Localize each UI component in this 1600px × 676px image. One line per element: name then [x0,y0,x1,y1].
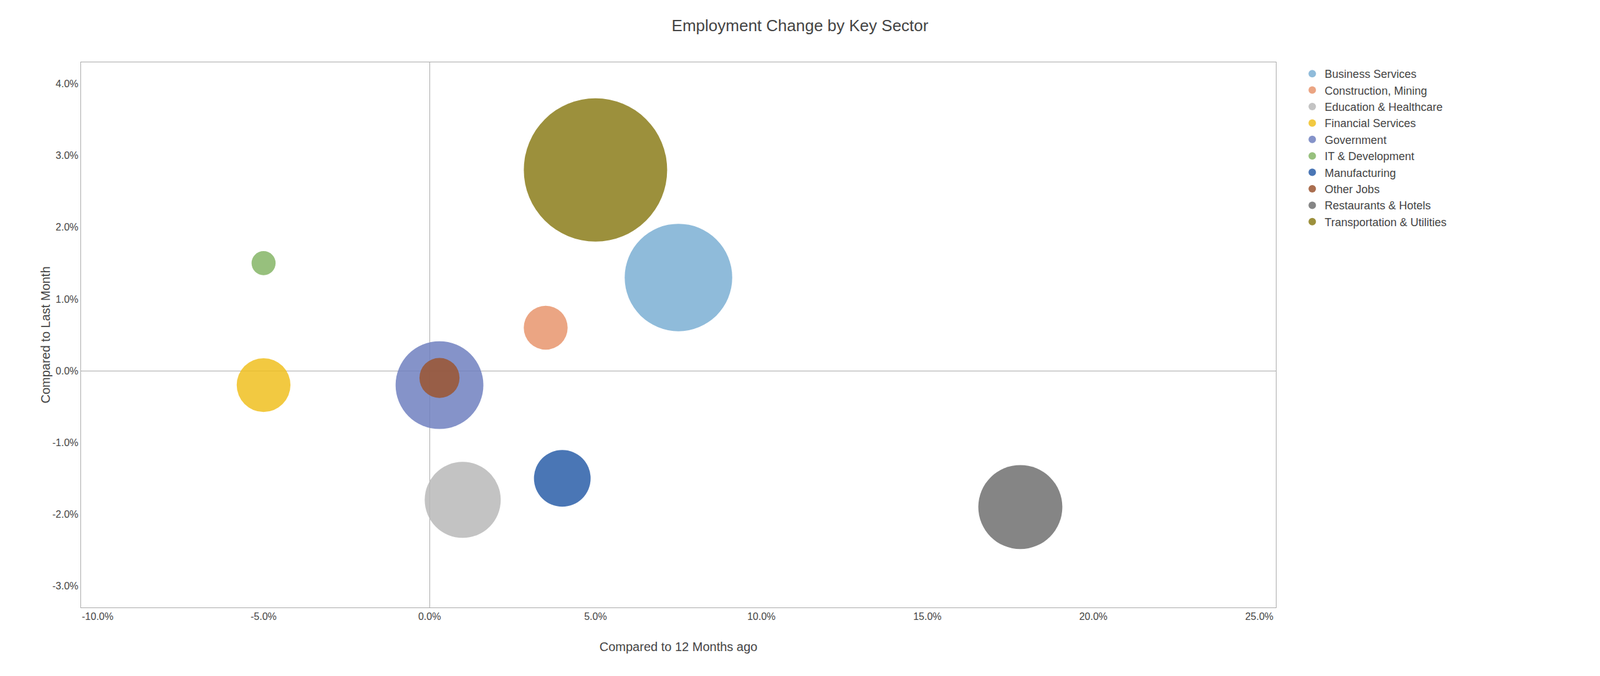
svg-text:20.0%: 20.0% [1078,611,1107,623]
svg-text:Manufacturing: Manufacturing [1324,167,1396,180]
svg-text:15.0%: 15.0% [913,611,942,623]
svg-text:0.0%: 0.0% [55,365,78,377]
svg-text:-2.0%: -2.0% [52,509,79,520]
svg-text:Compared to 12 Months ago: Compared to 12 Months ago [599,640,758,654]
svg-text:Business Services: Business Services [1324,67,1417,81]
svg-text:5.0%: 5.0% [584,611,607,623]
svg-text:-1.0%: -1.0% [52,437,79,449]
svg-text:10.0%: 10.0% [747,611,776,623]
svg-text:Government: Government [1324,134,1387,147]
svg-text:1.0%: 1.0% [55,294,78,305]
svg-text:Financial Services: Financial Services [1324,117,1416,130]
svg-text:Restaurants & Hotels: Restaurants & Hotels [1324,199,1431,212]
svg-text:-3.0%: -3.0% [52,580,79,592]
svg-text:Transportation & Utilities: Transportation & Utilities [1324,216,1447,229]
svg-text:Employment Change by Key Secto: Employment Change by Key Sector [671,16,929,35]
svg-text:-10.0%: -10.0% [81,611,114,623]
svg-text:25.0%: 25.0% [1245,611,1274,623]
svg-text:2.0%: 2.0% [55,221,78,233]
svg-text:4.0%: 4.0% [55,78,78,90]
svg-text:0.0%: 0.0% [418,611,441,623]
svg-text:IT & Development: IT & Development [1324,150,1415,163]
svg-text:Education & Healthcare: Education & Healthcare [1324,100,1443,114]
svg-text:-5.0%: -5.0% [250,611,277,623]
svg-text:Construction, Mining: Construction, Mining [1324,84,1427,98]
svg-text:Other Jobs: Other Jobs [1324,183,1380,196]
svg-text:Compared to Last Month: Compared to Last Month [38,266,53,404]
svg-text:3.0%: 3.0% [55,150,78,161]
